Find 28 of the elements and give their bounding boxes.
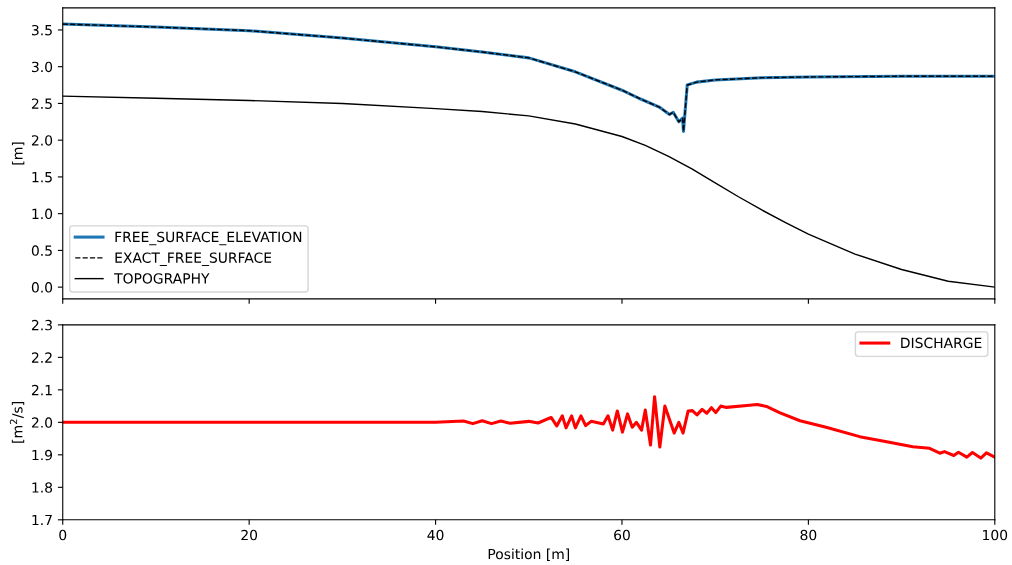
y-tick-label: 1.0 — [32, 208, 53, 220]
y-tick-label: 2.2 — [31, 352, 52, 363]
y-tick-label: 3.5 — [31, 24, 52, 36]
y-axis-title: [m] — [11, 142, 25, 165]
y-tick-label: 1.7 — [32, 514, 52, 526]
y-tick-label: 2.1 — [31, 384, 52, 396]
legend-label: DISCHARGE — [901, 337, 982, 349]
y-tick-label: 1.9 — [32, 449, 53, 461]
x-tick-label: 60 — [614, 529, 630, 541]
y-tick-label: 2.3 — [31, 319, 52, 331]
y-tick-label: 2.5 — [31, 98, 52, 109]
y-tick-label: 2.0 — [31, 135, 53, 146]
legend-label: FREE_SURFACE_ELEVATION — [115, 231, 302, 246]
x-tick-label: 20 — [241, 529, 258, 541]
y-tick-label: 1.8 — [32, 482, 53, 493]
y-tick-label: 0.5 — [31, 245, 52, 256]
y-tick-label: 0.0 — [31, 282, 53, 293]
x-axis-title: Position [m] — [488, 548, 569, 561]
x-tick-label: 80 — [800, 529, 817, 541]
legend-label: EXACT_FREE_SURFACE — [115, 252, 272, 266]
y-axis-title: [m$^{2}$/s] — [9, 402, 25, 443]
x-tick-label: 100 — [983, 529, 1008, 541]
x-tick-label: 0 — [59, 529, 67, 541]
y-tick-label: 3.0 — [31, 61, 53, 73]
x-tick-label: 40 — [427, 529, 444, 541]
y-tick-label: 1.5 — [32, 172, 52, 183]
legend-label: TOPOGRAPHY — [114, 273, 210, 284]
y-tick-label: 2.0 — [31, 417, 53, 428]
